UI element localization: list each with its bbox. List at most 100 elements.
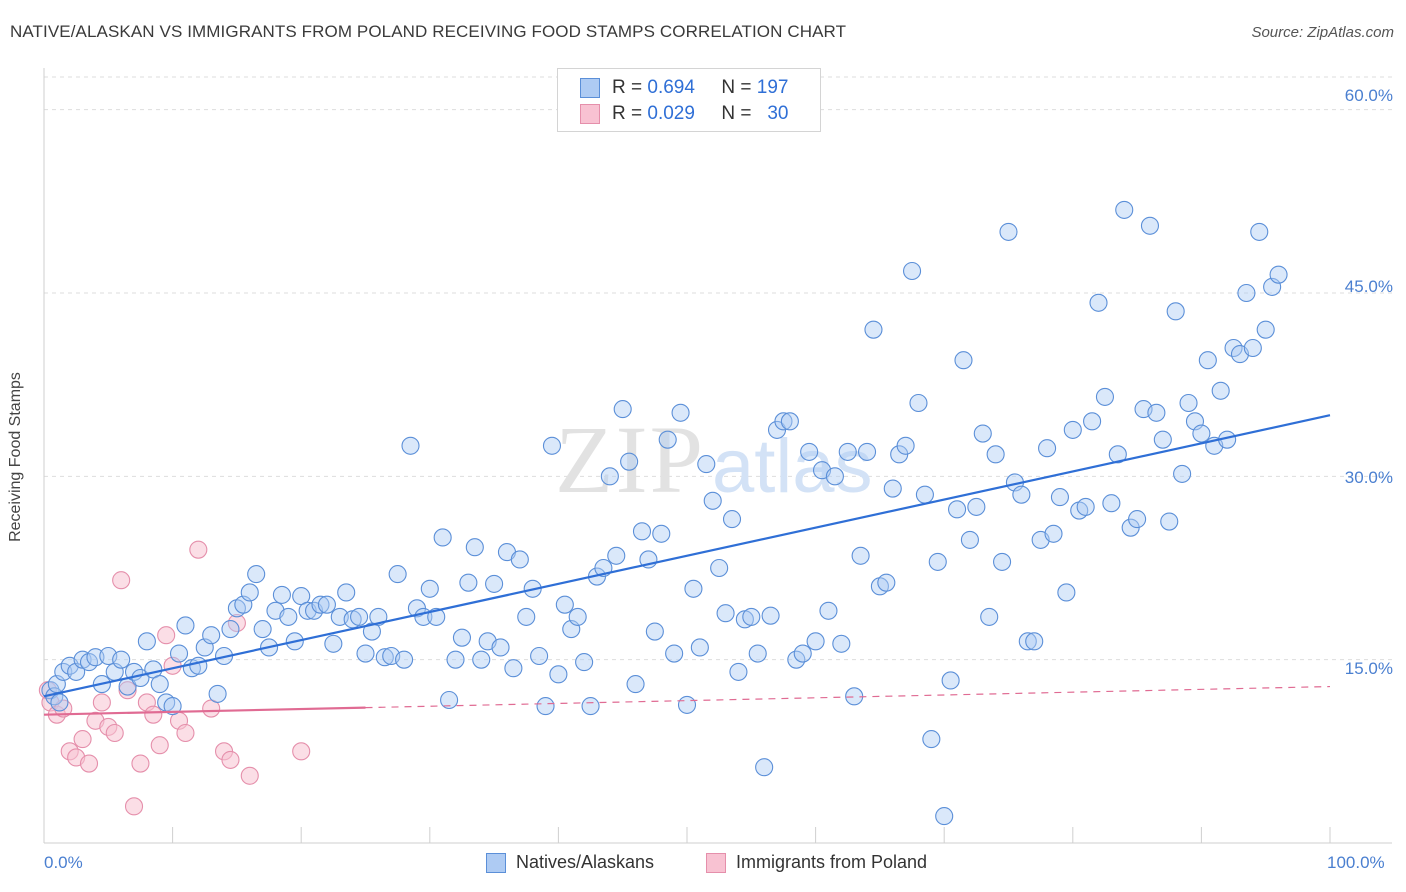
data-point-natives xyxy=(1269,265,1288,284)
data-point-natives xyxy=(600,467,619,486)
data-point-natives xyxy=(446,650,465,669)
chart-title: NATIVE/ALASKAN VS IMMIGRANTS FROM POLAND… xyxy=(10,22,847,41)
data-point-natives xyxy=(169,644,189,663)
bottom-legend-natives: Natives/Alaskans xyxy=(486,852,654,873)
data-point-natives xyxy=(549,665,568,684)
bottom-legend-label: Immigrants from Poland xyxy=(736,852,928,872)
trend-lines xyxy=(43,414,1331,716)
data-point-natives xyxy=(684,579,703,598)
data-point-natives xyxy=(395,650,414,669)
data-point-natives xyxy=(247,565,266,584)
data-point-natives xyxy=(1018,632,1037,651)
legend-r-value: 0.694 xyxy=(647,77,695,98)
data-point-natives xyxy=(369,607,388,626)
data-point-poland xyxy=(112,571,131,590)
data-point-natives xyxy=(221,620,240,639)
data-point-natives xyxy=(954,351,973,370)
data-point-natives xyxy=(613,400,632,419)
data-point-natives xyxy=(420,579,439,598)
series-natives-alaskans xyxy=(41,200,1288,826)
data-point-natives xyxy=(999,222,1018,241)
data-point-poland xyxy=(221,750,240,769)
data-point-natives xyxy=(716,604,735,623)
legend-r-label: R = xyxy=(612,103,643,124)
data-point-natives xyxy=(986,445,1005,464)
data-point-poland xyxy=(240,766,259,785)
data-point-natives xyxy=(800,442,819,461)
legend-row-poland: R = 0.029 N = 30 xyxy=(580,102,788,126)
data-point-natives xyxy=(902,261,922,281)
data-point-natives xyxy=(935,807,954,826)
data-point-natives xyxy=(1050,488,1069,507)
data-point-natives xyxy=(465,538,484,557)
data-point-natives xyxy=(825,467,844,486)
data-point-natives xyxy=(311,595,330,614)
data-point-natives xyxy=(915,485,934,504)
data-point-natives xyxy=(677,695,697,714)
data-point-natives xyxy=(671,403,690,422)
data-point-natives xyxy=(973,424,992,443)
data-point-natives xyxy=(1160,512,1179,531)
data-point-natives xyxy=(272,585,291,604)
data-point-natives xyxy=(1153,430,1172,449)
data-point-natives xyxy=(517,607,536,626)
data-point-natives xyxy=(337,583,356,602)
data-point-natives xyxy=(774,412,793,431)
legend-swatch-pink xyxy=(580,104,600,124)
stats-legend: R = 0.694 N = 197 R = 0.029 N = 30 xyxy=(557,68,821,132)
data-point-natives xyxy=(1128,510,1147,529)
data-point-natives xyxy=(883,479,902,498)
source-label: Source: ZipAtlas.com xyxy=(1251,24,1394,41)
watermark-zip: ZIP xyxy=(555,406,705,513)
y-tick-label-15: 15.0% xyxy=(1344,659,1393,678)
x-tick-label-100: 100.0% xyxy=(1327,853,1385,872)
trend-line-poland-solid xyxy=(43,706,366,716)
y-tick-label-30: 30.0% xyxy=(1344,468,1393,487)
data-point-natives xyxy=(459,573,478,592)
data-point-natives xyxy=(536,697,555,716)
data-point-natives xyxy=(941,671,960,690)
data-point-natives xyxy=(960,530,979,549)
data-point-poland xyxy=(131,754,150,773)
legend-n-label: N = xyxy=(721,103,752,124)
data-point-natives xyxy=(851,546,870,565)
data-point-natives xyxy=(1192,424,1211,443)
legend-r-label: R = xyxy=(612,77,643,98)
trend-line-poland-dashed xyxy=(365,685,1331,709)
data-point-natives xyxy=(857,442,877,461)
trend-line-natives xyxy=(43,414,1331,698)
data-point-natives xyxy=(1256,320,1275,339)
data-point-natives xyxy=(324,634,343,653)
data-point-natives xyxy=(1211,381,1230,400)
data-point-natives xyxy=(896,436,915,455)
data-point-natives xyxy=(504,659,523,678)
bottom-legend-swatch-blue xyxy=(486,852,506,873)
data-point-natives xyxy=(729,662,748,681)
zipatlas-watermark: ZIP atlas xyxy=(555,406,873,513)
data-point-natives xyxy=(1173,464,1192,483)
data-point-poland xyxy=(144,705,163,724)
data-point-natives xyxy=(761,606,780,625)
data-point-natives xyxy=(202,626,221,645)
data-point-natives xyxy=(1108,445,1127,464)
data-point-natives xyxy=(491,638,510,657)
data-point-natives xyxy=(86,648,105,667)
x-tick-label-0: 0.0% xyxy=(44,853,83,872)
data-point-natives xyxy=(1012,485,1031,504)
data-point-natives xyxy=(690,638,709,657)
data-point-natives xyxy=(658,430,677,449)
data-point-poland xyxy=(292,742,311,761)
bottom-legend-swatch-pink xyxy=(706,852,726,873)
data-point-natives xyxy=(607,546,626,565)
data-point-poland xyxy=(150,736,169,755)
data-point-natives xyxy=(440,690,459,710)
data-point-natives xyxy=(1095,387,1114,406)
data-point-natives xyxy=(350,607,369,626)
data-point-natives xyxy=(1102,494,1121,513)
legend-swatch-blue xyxy=(580,78,600,98)
legend-n-value: 197 xyxy=(756,77,789,98)
data-point-natives xyxy=(356,644,375,663)
data-point-natives xyxy=(1089,293,1108,312)
bottom-legend-poland: Immigrants from Poland xyxy=(706,852,927,873)
